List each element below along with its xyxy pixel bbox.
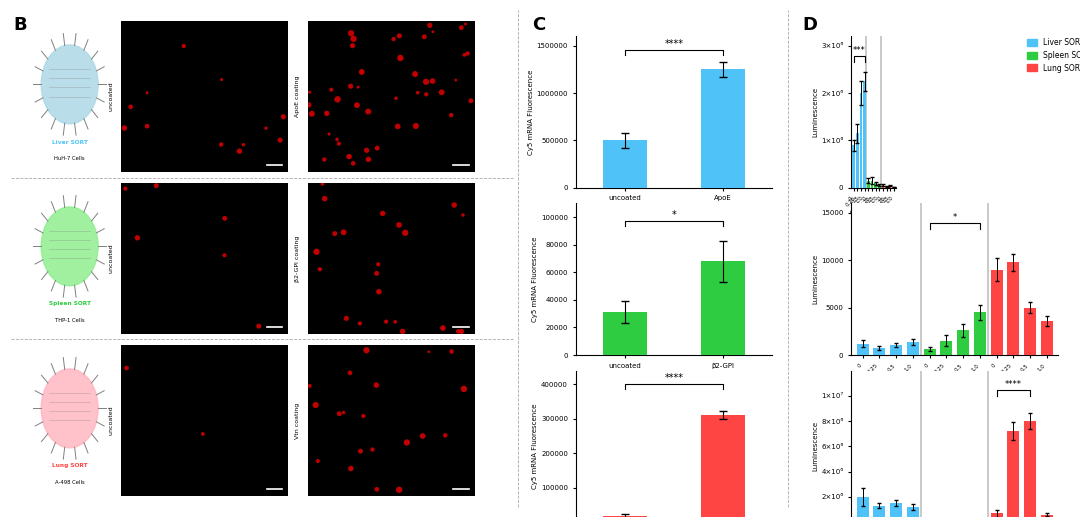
Point [774, 163, 792, 172]
Y-axis label: Cy5 mRNA Fluorescence: Cy5 mRNA Fluorescence [532, 236, 538, 322]
Bar [1008, 431, 1020, 517]
Bar [923, 349, 935, 355]
Text: Lung SORT: Lung SORT [52, 463, 87, 468]
Text: uncoated: uncoated [108, 406, 113, 435]
Bar [860, 93, 862, 188]
Bar [1041, 321, 1053, 355]
Bar [852, 145, 855, 188]
Bar [990, 513, 1002, 517]
Point [862, 6, 879, 14]
Bar [907, 342, 919, 355]
Bar [957, 330, 969, 355]
Bar [856, 344, 868, 355]
Y-axis label: Cy5 mRNA Fluorescence: Cy5 mRNA Fluorescence [532, 404, 538, 489]
Bar [870, 181, 874, 188]
Bar [863, 81, 866, 188]
Text: Liver SORT: Liver SORT [52, 140, 87, 145]
Text: D: D [802, 16, 818, 34]
Text: HuH-7 Cells: HuH-7 Cells [54, 156, 85, 161]
Point [855, 155, 873, 163]
X-axis label: g ApoE/g lipid: g ApoE/g lipid [850, 209, 897, 215]
Bar [1024, 308, 1036, 355]
Legend: Liver SORT, Spleen SORT, Lung SORT: Liver SORT, Spleen SORT, Lung SORT [1025, 35, 1080, 75]
Text: uncoated: uncoated [108, 244, 113, 273]
Text: A-498 Cells: A-498 Cells [55, 480, 84, 485]
X-axis label: g β2-GPI/g lipid: g β2-GPI/g lipid [928, 376, 982, 382]
Bar [874, 506, 886, 517]
Text: THP-1 Cells: THP-1 Cells [55, 318, 84, 323]
Y-axis label: Luminescence: Luminescence [812, 87, 819, 137]
Text: Spleen SORT: Spleen SORT [49, 301, 91, 307]
Bar [603, 312, 647, 355]
Bar [1041, 514, 1053, 517]
Y-axis label: Luminescence: Luminescence [812, 421, 819, 472]
Bar [701, 261, 745, 355]
Bar [867, 181, 869, 188]
Bar [974, 312, 986, 355]
Bar [701, 415, 745, 517]
Text: ApoE coating: ApoE coating [295, 76, 300, 117]
Point [795, 11, 812, 19]
Bar [874, 348, 886, 355]
Y-axis label: Luminescence: Luminescence [812, 254, 819, 304]
Bar [892, 187, 895, 188]
Text: ****: **** [664, 39, 684, 49]
Bar [856, 497, 868, 517]
Bar [886, 187, 888, 188]
Ellipse shape [41, 369, 98, 448]
Bar [603, 141, 647, 188]
Bar [889, 186, 891, 188]
Text: Vtn coating: Vtn coating [295, 402, 300, 438]
Bar [878, 185, 880, 188]
Bar [941, 341, 953, 355]
Bar [874, 183, 877, 188]
Y-axis label: Cy5 mRNA Fluorescence: Cy5 mRNA Fluorescence [528, 69, 534, 155]
Bar [990, 270, 1002, 355]
Text: *: * [953, 213, 957, 222]
Bar [907, 507, 919, 517]
Bar [603, 516, 647, 517]
Bar [701, 69, 745, 188]
Text: B: B [13, 16, 27, 34]
Text: C: C [532, 16, 545, 34]
Text: uncoated: uncoated [108, 82, 113, 111]
Bar [1024, 421, 1036, 517]
Text: *: * [672, 210, 676, 220]
Text: ***: *** [853, 45, 865, 55]
Bar [881, 185, 885, 188]
Ellipse shape [41, 207, 98, 286]
Point [1010, 353, 1027, 361]
Bar [890, 345, 902, 355]
Bar [856, 133, 859, 188]
Point [474, 95, 491, 103]
Ellipse shape [41, 45, 98, 124]
Text: ****: **** [664, 373, 684, 383]
Bar [890, 503, 902, 517]
Text: ****: **** [1004, 380, 1022, 389]
Point [733, 110, 751, 118]
Text: β2-GPI coating: β2-GPI coating [295, 235, 300, 282]
Bar [1008, 262, 1020, 355]
